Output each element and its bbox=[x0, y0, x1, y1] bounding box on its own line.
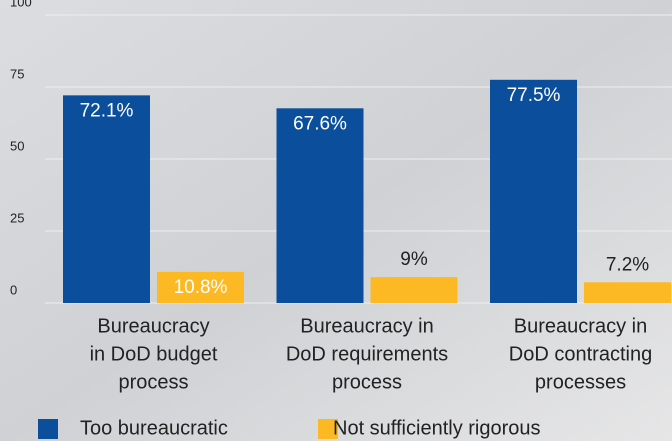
bar bbox=[63, 95, 150, 304]
legend-swatch bbox=[318, 419, 338, 439]
bar bbox=[276, 108, 364, 303]
value-label: 9% bbox=[400, 249, 428, 270]
y-tick-label: 75 bbox=[10, 66, 24, 81]
x-tick-label: DoD contracting bbox=[509, 343, 652, 365]
legend-swatch bbox=[38, 419, 58, 439]
bar bbox=[157, 271, 244, 303]
value-label: 10.8% bbox=[174, 277, 228, 298]
x-tick-label: Bureaucracy bbox=[97, 315, 209, 337]
bar bbox=[584, 282, 671, 303]
x-tick-label: in DoD budget bbox=[90, 343, 218, 365]
y-tick-label: 100 bbox=[10, 0, 32, 9]
x-tick-label: Bureaucracy in bbox=[300, 315, 433, 337]
bar bbox=[370, 277, 458, 303]
x-tick-label: DoD requirements bbox=[286, 343, 448, 365]
y-tick-label: 50 bbox=[10, 138, 24, 153]
y-tick-label: 25 bbox=[10, 210, 24, 225]
x-tick-label: processes bbox=[535, 371, 626, 393]
x-tick-label: process bbox=[332, 371, 402, 393]
value-label: 7.2% bbox=[606, 254, 649, 275]
y-tick-label: 0 bbox=[10, 282, 17, 297]
x-tick-label: Bureaucracy in bbox=[514, 315, 647, 337]
value-label: 77.5% bbox=[507, 85, 561, 106]
value-label: 72.1% bbox=[80, 100, 134, 121]
legend-label: Not sufficiently rigorous bbox=[333, 417, 541, 439]
bar bbox=[490, 79, 577, 303]
legend-label: Too bureaucratic bbox=[80, 417, 228, 439]
value-label: 67.6% bbox=[293, 113, 347, 134]
x-tick-label: process bbox=[118, 371, 188, 393]
